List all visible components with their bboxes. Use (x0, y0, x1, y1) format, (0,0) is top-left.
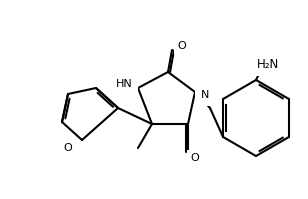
Text: O: O (191, 153, 199, 163)
Text: H₂N: H₂N (257, 58, 279, 70)
Text: HN: HN (116, 79, 132, 89)
Text: O: O (64, 143, 72, 153)
Text: N: N (201, 90, 209, 100)
Text: O: O (178, 41, 186, 51)
